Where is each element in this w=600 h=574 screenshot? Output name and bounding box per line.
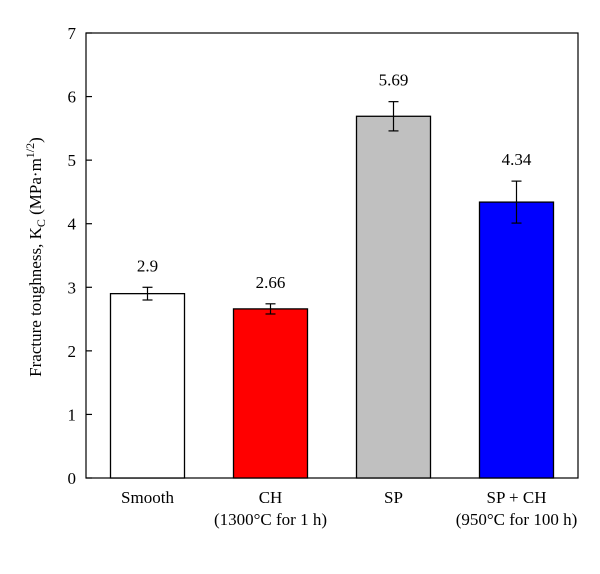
x-category-label: (1300°C for 1 h): [214, 510, 327, 529]
y-axis-label: Fracture toughness, KC (MPa·m1/2): [23, 137, 48, 377]
y-tick-label: 2: [68, 342, 77, 361]
x-category-label: (950°C for 100 h): [456, 510, 578, 529]
x-category-label: CH: [259, 488, 283, 507]
plot-area: 0 1 2 3 4 5 6 7 2.9 Smooth 2.66 CH (1300°C for 1 h) 5…: [68, 24, 579, 529]
y-axis-label-close: ): [26, 137, 45, 143]
plot-frame: [85, 32, 579, 479]
bar: [109, 292, 186, 479]
y-tick-label: 3: [68, 278, 77, 297]
bar: [478, 201, 555, 479]
data-label: 2.66: [256, 273, 286, 292]
x-category-label: Smooth: [121, 488, 174, 507]
y-tick-label: 1: [68, 405, 77, 424]
y-axis-label-group: Fracture toughness, KC (MPa·m1/2): [23, 137, 48, 377]
y-axis-label-main: Fracture toughness, K: [26, 226, 45, 376]
y-tick-label: 7: [68, 24, 77, 43]
y-tick-label: 5: [68, 151, 77, 170]
data-label: 2.9: [137, 256, 158, 275]
y-tick-label: 0: [68, 469, 77, 488]
y-axis-label-subscript: C: [34, 219, 48, 227]
y-axis-label-unit: (MPa·m: [26, 158, 45, 219]
data-label: 5.69: [379, 71, 409, 90]
y-tick-label: 6: [68, 88, 77, 107]
y-axis-label-superscript: 1/2: [23, 143, 37, 158]
bar: [232, 308, 309, 479]
x-category-label: SP + CH: [487, 488, 547, 507]
bar: [355, 115, 432, 479]
y-tick-label: 4: [68, 215, 77, 234]
x-category-label: SP: [384, 488, 403, 507]
data-label: 4.34: [502, 150, 532, 169]
